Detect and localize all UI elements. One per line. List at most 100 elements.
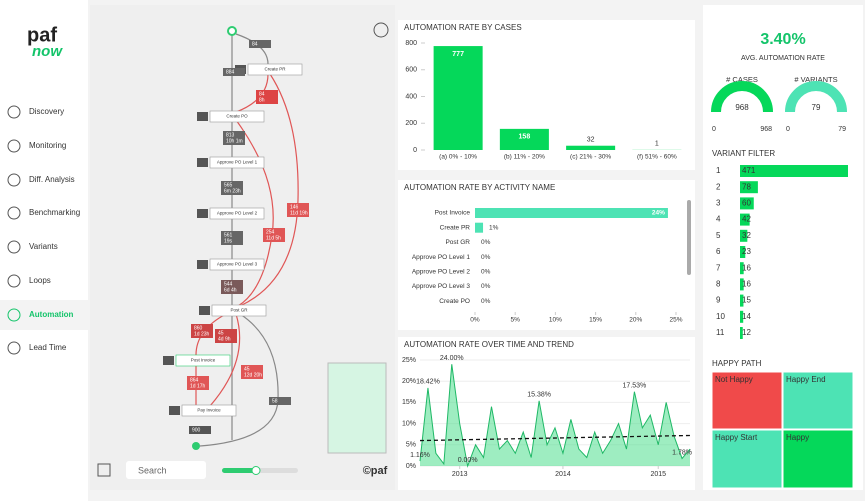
process-node[interactable]	[175, 354, 231, 367]
value-label: 18.42%	[416, 379, 440, 386]
scrollbar[interactable]	[687, 200, 691, 275]
variant-bar[interactable]	[740, 262, 744, 275]
edge-label-box	[256, 90, 278, 104]
zoom-slider-fill	[222, 468, 256, 473]
category-label: Post Invoice	[435, 210, 471, 217]
treemap-cell[interactable]	[782, 429, 854, 489]
x-tick-label: 0%	[470, 317, 480, 324]
variant-bar[interactable]	[740, 246, 746, 258]
y-tick-label: 10%	[402, 420, 416, 427]
edge-label-box	[191, 324, 213, 338]
variant-bar[interactable]	[740, 310, 744, 323]
gauge-min: 0	[712, 126, 716, 133]
value-label: 777	[452, 51, 464, 58]
process-node[interactable]	[209, 258, 265, 271]
process-node[interactable]	[209, 207, 265, 220]
value-label: 17.53%	[623, 383, 647, 390]
nav-item[interactable]: Benchmarking	[29, 208, 80, 217]
bar	[566, 145, 616, 150]
variant-bar[interactable]	[740, 327, 743, 339]
variant-value: 42	[742, 215, 751, 224]
end-node	[192, 442, 200, 450]
edge-count: 900	[192, 427, 201, 433]
value-label: 32	[587, 137, 595, 144]
nav-icon	[7, 139, 21, 153]
category-label: Post GR	[445, 239, 470, 246]
variant-bar[interactable]	[740, 278, 744, 291]
process-node[interactable]	[209, 156, 265, 169]
category-label: Approve PO Level 2	[412, 269, 471, 276]
nav-item[interactable]: Diff. Analysis	[29, 175, 75, 184]
process-node[interactable]	[181, 404, 237, 417]
x-tick-label: 10%	[549, 317, 562, 324]
nav-item[interactable]: Loops	[29, 276, 51, 285]
edge-label-box	[215, 329, 237, 343]
edge-count: 813	[226, 132, 235, 138]
kpi-label: AVG. AUTOMATION RATE	[741, 55, 825, 62]
process-node[interactable]	[209, 110, 265, 123]
variant-bar[interactable]	[740, 181, 758, 194]
node-tag	[197, 260, 208, 269]
treemap-cell[interactable]	[711, 371, 783, 430]
nav-item[interactable]: Lead Time	[29, 343, 67, 352]
value-label: 1%	[489, 224, 499, 231]
line	[419, 364, 691, 468]
edge-time: 1d 17h	[190, 383, 206, 389]
y-tick-label: 200	[405, 120, 417, 127]
minimap[interactable]	[327, 362, 387, 454]
search-box[interactable]	[126, 461, 206, 479]
nav-item[interactable]: Variants	[29, 242, 58, 251]
search-placeholder: Search	[138, 465, 167, 475]
variant-bar[interactable]	[740, 294, 744, 307]
chart-title: AUTOMATION RATE BY CASES	[404, 23, 522, 32]
edge-count: 254	[266, 229, 275, 235]
process-node[interactable]	[211, 304, 267, 317]
treemap-cell[interactable]	[782, 371, 854, 430]
category-label: Approve PO Level 3	[412, 283, 471, 290]
zoom-icon[interactable]	[373, 22, 389, 38]
nav-item[interactable]: Discovery	[29, 107, 64, 116]
gauge-arc	[711, 81, 773, 113]
y-tick-label: 25%	[402, 357, 416, 364]
edge-time: 19s	[224, 238, 233, 244]
happy-title: HAPPY PATH	[712, 359, 762, 368]
variant-value: 60	[742, 199, 751, 208]
x-tick-label: 25%	[669, 317, 682, 324]
zoom-handle[interactable]	[251, 466, 261, 475]
variant-bar[interactable]	[740, 165, 848, 177]
edge-time: 12d 20h	[244, 372, 262, 378]
edge-time: 1d 23h	[194, 331, 210, 337]
x-tick-label: 20%	[629, 317, 642, 324]
variant-title: VARIANT FILTER	[712, 149, 775, 158]
edge-label-box	[241, 365, 263, 379]
nav-icon	[7, 341, 21, 355]
edge-count: 884	[226, 69, 235, 75]
edge-count: 58	[272, 398, 278, 404]
node-label: Create PR	[264, 67, 286, 72]
fit-button[interactable]	[97, 463, 111, 477]
nav-icon	[7, 206, 21, 220]
variant-id: 1	[716, 166, 721, 175]
value-label: 15.38%	[527, 392, 551, 399]
gauge-title: # CASES	[726, 75, 758, 84]
bar	[499, 128, 549, 150]
process-node[interactable]	[247, 63, 303, 76]
kpi-value: 3.40%	[760, 31, 805, 48]
logo-bottom: now	[32, 43, 63, 60]
variant-bar[interactable]	[740, 197, 754, 210]
edge-count: 84	[252, 41, 258, 47]
edge-label-box	[249, 40, 271, 48]
nav-item[interactable]: Automation	[29, 310, 74, 319]
node-label: Post GR	[230, 308, 248, 313]
edge-label-box	[223, 131, 245, 145]
nav-icon	[7, 308, 21, 322]
variant-id: 5	[716, 231, 721, 240]
copyright: ©paf	[363, 465, 388, 477]
edge-count: 544	[224, 281, 233, 287]
variant-value: 14	[742, 312, 751, 321]
nav-item[interactable]: Monitoring	[29, 141, 66, 150]
treemap-cell[interactable]	[711, 429, 783, 489]
variant-bar[interactable]	[740, 213, 750, 226]
variant-bar[interactable]	[740, 229, 748, 242]
edge-count: 45	[244, 366, 250, 372]
